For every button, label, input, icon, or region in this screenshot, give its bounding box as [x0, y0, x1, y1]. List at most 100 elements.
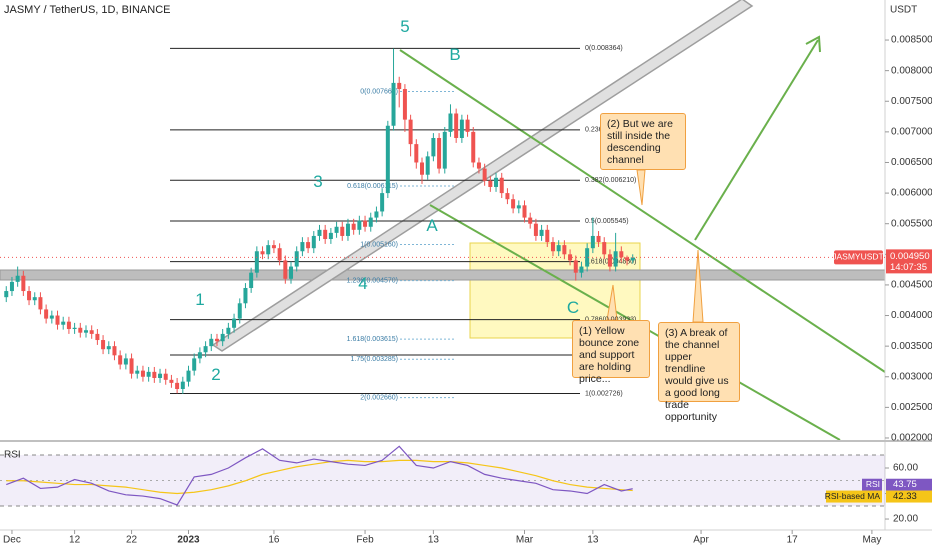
candle-body [9, 281, 14, 292]
wave-label: 2 [211, 365, 221, 384]
x-tick-label: May [862, 535, 881, 546]
candle-body [135, 370, 140, 374]
candle-body [328, 232, 333, 240]
value-tag [886, 478, 932, 491]
y-tick-label: 0.007000 [891, 127, 932, 138]
candle-body [283, 260, 288, 279]
candle-body [625, 257, 630, 261]
candle-body [505, 193, 510, 200]
candle-body [442, 131, 447, 169]
candle-body [448, 113, 453, 132]
candle-body [454, 113, 459, 138]
y-tick-label: 0.005500 [891, 218, 932, 229]
candle-body [175, 382, 180, 390]
candle-body [226, 327, 231, 334]
candle-body [528, 217, 533, 224]
candle-body [596, 235, 601, 243]
x-tick-label: 16 [268, 535, 280, 546]
candle-body [78, 327, 83, 333]
candle-body [545, 229, 550, 243]
x-tick-label: 13 [428, 535, 440, 546]
legend-name: RSI [866, 479, 880, 489]
candle-body [169, 379, 174, 383]
rsi-tick-label: 60.00 [893, 463, 918, 474]
fib-label: 0.786(0.003933) [585, 316, 636, 323]
candle-body [585, 248, 590, 267]
candle-body [55, 315, 60, 325]
channel-upper [399, 49, 886, 373]
candle-body [83, 330, 88, 333]
fib-ext-label: 1.75(0.003285) [351, 356, 398, 363]
rsi-value: 42.33 [893, 491, 917, 502]
rsi-line [6, 445, 633, 506]
candle-body [425, 156, 430, 175]
y-tick-label: 0.008500 [891, 35, 932, 46]
candle-body [602, 242, 607, 255]
candle-body [294, 251, 299, 267]
legend-name: RSI-based MA [825, 491, 881, 501]
candle-body [277, 248, 282, 261]
symbol-tag [834, 250, 883, 265]
candle-body [197, 352, 202, 359]
candle-body [271, 245, 276, 249]
candle-body [118, 355, 123, 365]
candle-body [158, 373, 163, 378]
candle-body [568, 254, 573, 261]
candle-body [613, 251, 618, 267]
y-tick-label: 0.004500 [891, 280, 932, 291]
x-tick-label: Mar [516, 535, 534, 546]
candle-body [374, 211, 379, 218]
candle-body [209, 338, 214, 347]
candle-body [123, 358, 128, 365]
candle-body [49, 315, 54, 319]
candle-body [357, 220, 362, 230]
x-tick-label: Apr [693, 535, 709, 546]
callout: (3) A break of the channel upper trendli… [658, 322, 740, 423]
candle-body [408, 119, 413, 145]
wave-label: B [449, 45, 461, 64]
candle-body [550, 242, 555, 252]
candle-body [459, 119, 464, 138]
candle-body [101, 340, 106, 350]
candle-body [61, 321, 66, 325]
wave-label: 1 [195, 290, 205, 309]
fib-label: 1(0.002726) [585, 390, 623, 397]
candle-body [32, 297, 37, 301]
wave-label: 5 [400, 17, 410, 36]
candle-body [556, 245, 561, 252]
candle-body [419, 162, 424, 175]
fib-ext-label: 0(0.007660) [360, 88, 398, 95]
y-tick-label: 0.003000 [891, 371, 932, 382]
fib-ext-label: 1.236(0.004570) [347, 277, 398, 284]
candle-body [260, 251, 265, 255]
candle-body [573, 260, 578, 273]
candle-body [266, 245, 271, 255]
candle-body [15, 275, 20, 282]
candle-body [203, 346, 208, 353]
candle-body [380, 193, 385, 212]
candle-body [431, 137, 436, 157]
candle-body [363, 220, 368, 227]
callout: (1) Yellow bounce zone and support are h… [572, 320, 650, 385]
callout: (2) But we are still inside the descendi… [600, 113, 686, 170]
candle-body [619, 251, 624, 258]
fib-label: 0.5(0.005545) [585, 218, 629, 225]
candle-body [465, 119, 470, 132]
candle-body [38, 297, 43, 310]
candle-body [482, 168, 487, 181]
y-tick-label: 0.006000 [891, 188, 932, 199]
candle-body [402, 89, 407, 120]
candle-body [340, 226, 345, 236]
wave-label: 3 [313, 172, 323, 191]
y-tick-label: 0.002000 [891, 433, 932, 444]
candle-body [511, 199, 516, 209]
candle-body [186, 370, 191, 382]
candle-body [516, 205, 521, 209]
rsi-tick-label: 20.00 [893, 514, 918, 525]
y-tick-label: 0.003500 [891, 341, 932, 352]
chart-title: JASMY / TetherUS, 1D, BINANCE [4, 4, 171, 16]
candle-body [289, 266, 294, 279]
candle-body [494, 177, 499, 187]
rising-channel [211, 0, 754, 352]
price-label: 0.004950 [890, 251, 930, 262]
